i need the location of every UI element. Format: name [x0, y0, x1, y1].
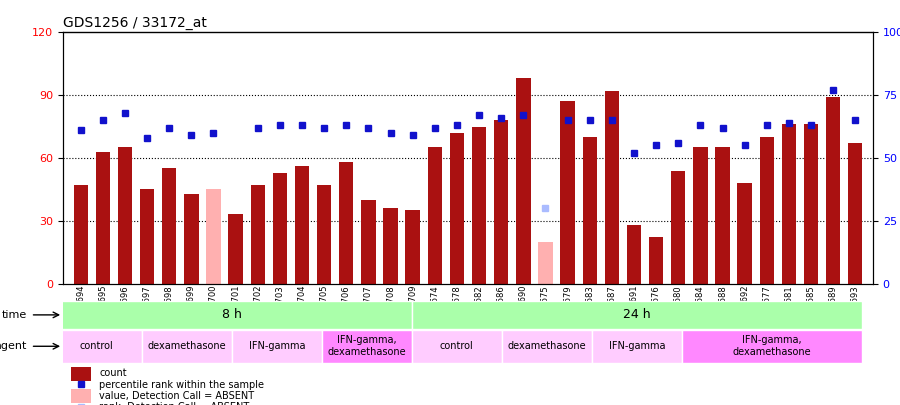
- Bar: [206, 190, 220, 284]
- Bar: [71, 389, 92, 403]
- Text: 8 h: 8 h: [221, 308, 242, 322]
- FancyBboxPatch shape: [501, 330, 591, 363]
- Bar: [428, 147, 442, 284]
- Bar: [737, 183, 751, 284]
- Text: IFN-gamma,
dexamethasone: IFN-gamma, dexamethasone: [328, 335, 406, 357]
- Bar: [804, 124, 818, 284]
- FancyBboxPatch shape: [592, 330, 682, 363]
- Text: IFN-gamma: IFN-gamma: [248, 341, 305, 351]
- Text: value, Detection Call = ABSENT: value, Detection Call = ABSENT: [100, 391, 255, 401]
- Bar: [406, 210, 420, 284]
- Bar: [339, 162, 354, 284]
- Bar: [538, 242, 553, 284]
- Bar: [760, 137, 774, 284]
- Bar: [295, 166, 310, 284]
- Text: control: control: [440, 341, 473, 351]
- Text: count: count: [100, 369, 127, 378]
- Bar: [848, 143, 862, 284]
- Bar: [184, 194, 199, 284]
- FancyBboxPatch shape: [52, 301, 412, 328]
- FancyBboxPatch shape: [322, 330, 412, 363]
- Bar: [516, 79, 530, 284]
- Text: percentile rank within the sample: percentile rank within the sample: [100, 380, 265, 390]
- FancyBboxPatch shape: [412, 330, 502, 363]
- FancyBboxPatch shape: [412, 301, 862, 328]
- Text: IFN-gamma,
dexamethasone: IFN-gamma, dexamethasone: [733, 335, 811, 357]
- Bar: [140, 190, 154, 284]
- Text: dexamethasone: dexamethasone: [508, 341, 586, 351]
- Bar: [782, 124, 796, 284]
- Bar: [361, 200, 375, 284]
- Bar: [582, 137, 597, 284]
- Bar: [71, 367, 92, 381]
- Bar: [450, 133, 464, 284]
- Bar: [472, 126, 486, 284]
- Bar: [162, 168, 176, 284]
- Text: rank, Detection Call = ABSENT: rank, Detection Call = ABSENT: [100, 403, 249, 405]
- FancyBboxPatch shape: [682, 330, 862, 363]
- Text: dexamethasone: dexamethasone: [148, 341, 226, 351]
- Bar: [118, 147, 132, 284]
- Bar: [250, 185, 265, 284]
- Bar: [494, 120, 508, 284]
- Bar: [317, 185, 331, 284]
- Bar: [649, 237, 663, 284]
- Bar: [229, 215, 243, 284]
- Bar: [626, 225, 641, 283]
- Bar: [95, 152, 110, 284]
- Bar: [693, 147, 707, 284]
- Bar: [605, 91, 619, 284]
- Text: agent: agent: [0, 341, 27, 351]
- Bar: [671, 171, 686, 284]
- FancyBboxPatch shape: [52, 330, 142, 363]
- Text: 24 h: 24 h: [623, 308, 651, 322]
- Text: GDS1256 / 33172_at: GDS1256 / 33172_at: [63, 16, 207, 30]
- Bar: [383, 208, 398, 284]
- Text: time: time: [1, 310, 27, 320]
- FancyBboxPatch shape: [142, 330, 231, 363]
- Bar: [74, 185, 88, 284]
- Bar: [716, 147, 730, 284]
- Bar: [826, 97, 841, 284]
- FancyBboxPatch shape: [232, 330, 322, 363]
- Bar: [273, 173, 287, 284]
- Bar: [561, 101, 575, 284]
- Text: control: control: [80, 341, 113, 351]
- Text: IFN-gamma: IFN-gamma: [608, 341, 665, 351]
